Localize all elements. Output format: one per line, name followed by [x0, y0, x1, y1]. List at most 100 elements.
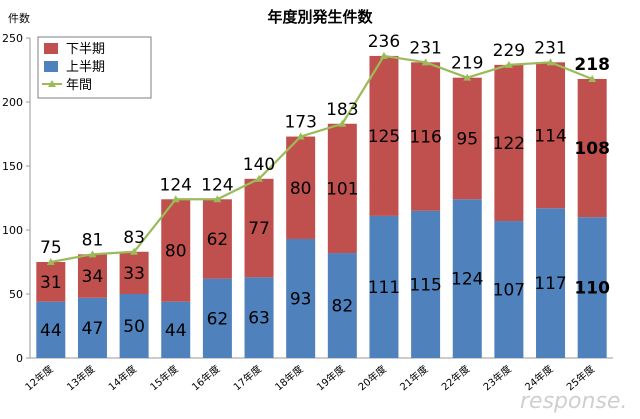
annual-total-marker — [46, 258, 55, 265]
bar-first-half — [286, 238, 316, 358]
bar-second-half-label: 95 — [456, 129, 478, 149]
annual-total-marker — [338, 119, 347, 127]
x-category-label: 13年度 — [64, 362, 97, 393]
legend-label: 下半期 — [66, 42, 105, 57]
annual-total-label: 124 — [201, 175, 233, 195]
bar-second-half — [369, 55, 399, 216]
y-tick-label: 0 — [16, 352, 23, 365]
annual-total-marker — [421, 58, 430, 66]
bar-second-half-label: 116 — [409, 128, 441, 148]
bar-second-half-label: 80 — [290, 179, 312, 199]
x-category-label: 22年度 — [439, 362, 472, 393]
bar-first-half — [161, 301, 191, 358]
bar-second-half — [202, 199, 232, 279]
y-tick-label: 150 — [2, 160, 23, 173]
bar-second-half — [411, 62, 441, 211]
bar-second-half — [577, 78, 607, 218]
bar-second-half-label: 122 — [493, 134, 525, 154]
x-category-label: 23年度 — [480, 362, 513, 393]
bar-first-half — [77, 297, 107, 358]
bar-second-half — [286, 136, 316, 239]
bar-first-half — [411, 210, 441, 358]
bar-first-half — [536, 208, 566, 358]
x-category-label: 16年度 — [189, 362, 222, 393]
annual-total-label: 218 — [574, 55, 610, 75]
x-category-label: 18年度 — [272, 362, 305, 393]
annual-total-label: 140 — [243, 155, 275, 175]
x-category-label: 15年度 — [147, 362, 180, 393]
bar-second-half-label: 101 — [326, 179, 358, 199]
bar-second-half — [119, 251, 149, 294]
annual-total-label: 183 — [326, 100, 358, 120]
annual-total-marker — [504, 60, 513, 68]
annual-total-marker — [463, 73, 472, 81]
legend-swatch — [44, 61, 58, 72]
x-category-label: 21年度 — [397, 362, 430, 393]
x-category-label: 19年度 — [314, 362, 347, 393]
bar-first-half — [494, 221, 524, 358]
watermark-text: response. — [520, 389, 627, 414]
bar-first-half-label: 50 — [123, 317, 145, 337]
bar-first-half-label: 117 — [534, 274, 566, 294]
x-category-label: 20年度 — [355, 362, 388, 393]
annual-total-marker — [255, 174, 264, 182]
bar-first-half — [452, 199, 482, 358]
x-category-label: 14年度 — [106, 362, 139, 393]
bar-second-half-label: 34 — [82, 267, 104, 287]
y-tick-label: 250 — [2, 32, 23, 45]
bar-second-half — [77, 254, 107, 298]
bar-second-half — [536, 62, 566, 209]
annual-total-marker — [88, 250, 97, 258]
annual-total-label: 173 — [284, 113, 316, 133]
x-category-label: 12年度 — [22, 362, 55, 393]
bar-first-half — [36, 301, 66, 358]
bar-first-half-label: 110 — [574, 279, 610, 299]
annual-total-label: 231 — [534, 38, 566, 58]
bar-second-half — [244, 178, 274, 278]
x-category-label: 17年度 — [231, 362, 264, 393]
bar-first-half-label: 82 — [332, 297, 354, 317]
annual-total-label: 124 — [160, 175, 192, 195]
bar-second-half — [161, 199, 191, 302]
bar-first-half — [244, 277, 274, 358]
chart-title: 年度別発生件数 — [267, 8, 373, 26]
bar-second-half — [327, 123, 357, 254]
y-axis-label: 件数 — [8, 12, 30, 25]
bar-second-half-label: 114 — [534, 126, 566, 146]
bar-first-half-label: 93 — [290, 289, 312, 309]
bar-second-half-label: 77 — [248, 219, 270, 239]
bar-second-half-label: 108 — [574, 139, 610, 159]
annual-total-label: 81 — [82, 230, 104, 250]
bar-first-half — [202, 278, 232, 358]
bar-second-half — [494, 64, 524, 222]
annual-total-marker — [171, 195, 180, 203]
bar-first-half-label: 63 — [248, 309, 270, 329]
annual-total-line — [50, 54, 593, 264]
annual-total-label: 229 — [493, 41, 525, 61]
annual-total-marker — [130, 247, 139, 255]
legend-marker — [48, 80, 56, 87]
bar-first-half-label: 47 — [82, 319, 104, 339]
annual-total-marker — [588, 74, 597, 82]
annual-total-marker — [296, 132, 305, 140]
annual-total-label: 236 — [368, 32, 400, 52]
bar-first-half — [577, 217, 607, 358]
bar-first-half-label: 107 — [493, 281, 525, 301]
bar-second-half-label: 62 — [207, 230, 229, 250]
legend-swatch — [44, 43, 58, 54]
legend-label: 上半期 — [66, 60, 105, 75]
y-tick-label: 100 — [2, 224, 23, 237]
annual-total-label: 75 — [40, 238, 62, 258]
bar-first-half — [327, 253, 357, 358]
annual-total-marker — [546, 58, 555, 66]
bar-first-half — [369, 215, 399, 358]
bar-second-half-label: 80 — [165, 241, 187, 261]
bar-first-half-label: 111 — [368, 278, 400, 298]
bar-first-half-label: 62 — [207, 309, 229, 329]
annual-total-label: 219 — [451, 54, 483, 74]
bar-first-half-label: 115 — [409, 275, 441, 295]
legend-label: 年間 — [66, 78, 92, 93]
bar-second-half-label: 125 — [368, 127, 400, 147]
